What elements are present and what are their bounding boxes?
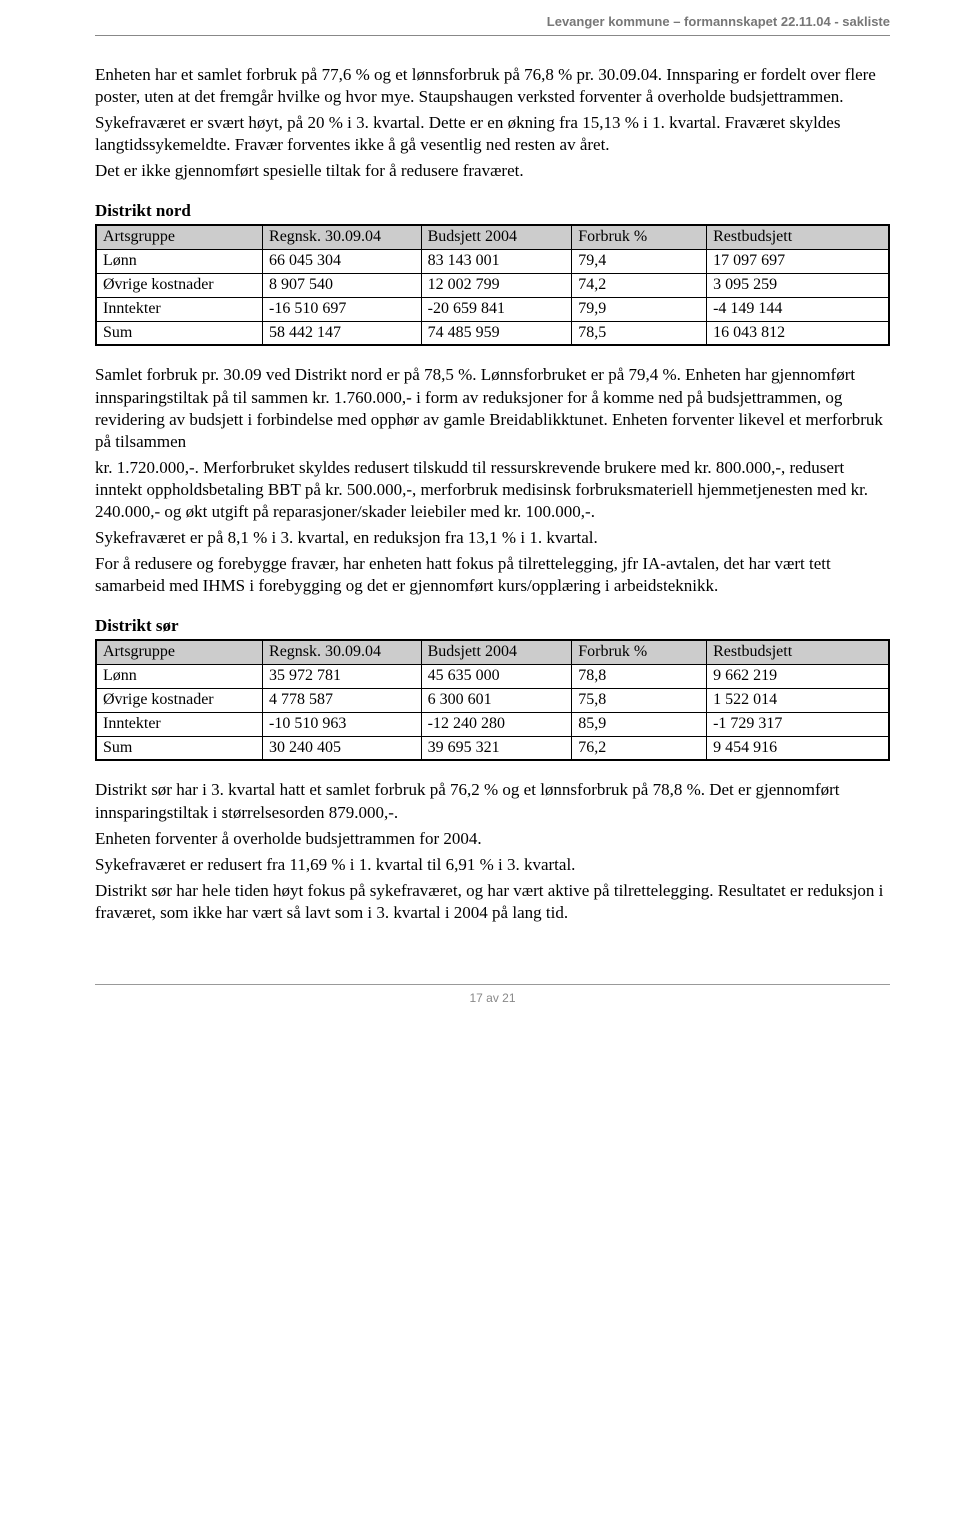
intro-block: Enheten har et samlet forbruk på 77,6 % … xyxy=(95,64,890,182)
cell: 45 635 000 xyxy=(421,665,572,689)
cell: 74 485 959 xyxy=(421,321,572,345)
sor-title: Distrikt sør xyxy=(95,615,890,637)
cell: 66 045 304 xyxy=(263,250,422,274)
sor-text-block: Distrikt sør har i 3. kvartal hatt et sa… xyxy=(95,779,890,924)
nord-p3: Sykefraværet er på 8,1 % i 3. kvartal, e… xyxy=(95,527,890,549)
cell: 76,2 xyxy=(572,736,707,760)
cell: 58 442 147 xyxy=(263,321,422,345)
cell: Sum xyxy=(96,736,263,760)
cell: 39 695 321 xyxy=(421,736,572,760)
nord-p4: For å redusere og forebygge fravær, har … xyxy=(95,553,890,597)
sor-p1: Distrikt sør har i 3. kvartal hatt et sa… xyxy=(95,779,890,823)
th-budsjett: Budsjett 2004 xyxy=(421,225,572,249)
th-artsgruppe: Artsgruppe xyxy=(96,640,263,664)
cell: -20 659 841 xyxy=(421,297,572,321)
cell: 78,8 xyxy=(572,665,707,689)
table-row: Sum 30 240 405 39 695 321 76,2 9 454 916 xyxy=(96,736,889,760)
table-row: Øvrige kostnader 4 778 587 6 300 601 75,… xyxy=(96,689,889,713)
cell: Sum xyxy=(96,321,263,345)
table-row: Øvrige kostnader 8 907 540 12 002 799 74… xyxy=(96,274,889,298)
cell: 3 095 259 xyxy=(707,274,889,298)
th-rest: Restbudsjett xyxy=(707,640,889,664)
sor-table: Artsgruppe Regnsk. 30.09.04 Budsjett 200… xyxy=(95,639,890,761)
table-row: Lønn 35 972 781 45 635 000 78,8 9 662 21… xyxy=(96,665,889,689)
sor-p2: Enheten forventer å overholde budsjettra… xyxy=(95,828,890,850)
intro-p1: Enheten har et samlet forbruk på 77,6 % … xyxy=(95,64,890,108)
page-footer: 17 av 21 xyxy=(95,984,890,1007)
cell: Inntekter xyxy=(96,712,263,736)
th-forbruk: Forbruk % xyxy=(572,225,707,249)
cell: Øvrige kostnader xyxy=(96,274,263,298)
cell: 9 454 916 xyxy=(707,736,889,760)
cell: 16 043 812 xyxy=(707,321,889,345)
th-budsjett: Budsjett 2004 xyxy=(421,640,572,664)
intro-p2: Sykefraværet er svært høyt, på 20 % i 3.… xyxy=(95,112,890,156)
table-row: Lønn 66 045 304 83 143 001 79,4 17 097 6… xyxy=(96,250,889,274)
cell: 12 002 799 xyxy=(421,274,572,298)
table-header-row: Artsgruppe Regnsk. 30.09.04 Budsjett 200… xyxy=(96,225,889,249)
cell: Øvrige kostnader xyxy=(96,689,263,713)
cell: 79,9 xyxy=(572,297,707,321)
cell: -16 510 697 xyxy=(263,297,422,321)
cell: 1 522 014 xyxy=(707,689,889,713)
page-header: Levanger kommune – formannskapet 22.11.0… xyxy=(95,0,890,36)
intro-p3: Det er ikke gjennomført spesielle tiltak… xyxy=(95,160,890,182)
cell: -12 240 280 xyxy=(421,712,572,736)
cell: 78,5 xyxy=(572,321,707,345)
nord-table: Artsgruppe Regnsk. 30.09.04 Budsjett 200… xyxy=(95,224,890,346)
th-regnsk: Regnsk. 30.09.04 xyxy=(263,640,422,664)
sor-p4: Distrikt sør har hele tiden høyt fokus p… xyxy=(95,880,890,924)
sor-p3: Sykefraværet er redusert fra 11,69 % i 1… xyxy=(95,854,890,876)
nord-title: Distrikt nord xyxy=(95,200,890,222)
th-regnsk: Regnsk. 30.09.04 xyxy=(263,225,422,249)
cell: 8 907 540 xyxy=(263,274,422,298)
th-forbruk: Forbruk % xyxy=(572,640,707,664)
cell: 6 300 601 xyxy=(421,689,572,713)
nord-p2: kr. 1.720.000,-. Merforbruket skyldes re… xyxy=(95,457,890,523)
nord-p1: Samlet forbruk pr. 30.09 ved Distrikt no… xyxy=(95,364,890,452)
cell: -4 149 144 xyxy=(707,297,889,321)
cell: Lønn xyxy=(96,665,263,689)
cell: 74,2 xyxy=(572,274,707,298)
cell: -10 510 963 xyxy=(263,712,422,736)
table-row: Inntekter -10 510 963 -12 240 280 85,9 -… xyxy=(96,712,889,736)
table-header-row: Artsgruppe Regnsk. 30.09.04 Budsjett 200… xyxy=(96,640,889,664)
cell: 75,8 xyxy=(572,689,707,713)
th-artsgruppe: Artsgruppe xyxy=(96,225,263,249)
cell: 79,4 xyxy=(572,250,707,274)
cell: Lønn xyxy=(96,250,263,274)
cell: 83 143 001 xyxy=(421,250,572,274)
table-row: Sum 58 442 147 74 485 959 78,5 16 043 81… xyxy=(96,321,889,345)
cell: 85,9 xyxy=(572,712,707,736)
nord-text-block: Samlet forbruk pr. 30.09 ved Distrikt no… xyxy=(95,364,890,597)
table-row: Inntekter -16 510 697 -20 659 841 79,9 -… xyxy=(96,297,889,321)
cell: Inntekter xyxy=(96,297,263,321)
cell: 9 662 219 xyxy=(707,665,889,689)
cell: 30 240 405 xyxy=(263,736,422,760)
th-rest: Restbudsjett xyxy=(707,225,889,249)
cell: 17 097 697 xyxy=(707,250,889,274)
cell: -1 729 317 xyxy=(707,712,889,736)
cell: 4 778 587 xyxy=(263,689,422,713)
cell: 35 972 781 xyxy=(263,665,422,689)
